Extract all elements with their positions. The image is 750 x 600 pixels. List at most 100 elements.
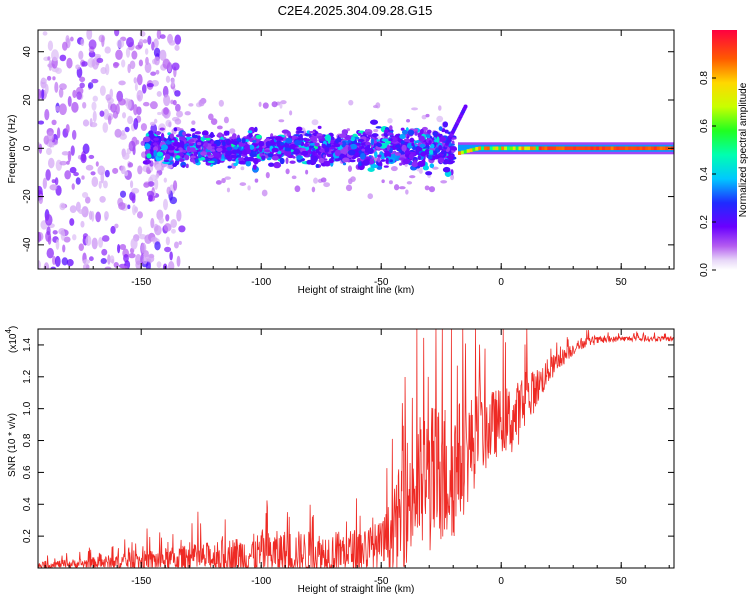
spectrogram-cell <box>82 143 90 155</box>
spectrogram-cell <box>340 148 348 155</box>
spectrogram-cell <box>348 99 354 106</box>
spectrogram-cell <box>252 151 257 155</box>
spectrogram-cell <box>55 239 60 250</box>
spectrogram-cell <box>56 127 61 139</box>
spectrogram-cell <box>389 136 398 143</box>
spectrogram-cell <box>99 196 106 203</box>
spectrogram-cell <box>98 236 104 248</box>
spectrogram-cell <box>333 143 341 148</box>
spectrogram-cell <box>159 34 166 39</box>
spectrogram-cell <box>117 243 121 254</box>
tone-cell <box>527 146 531 151</box>
spectrogram-cell <box>240 166 245 171</box>
spectrogram-cell <box>239 182 247 186</box>
spectrogram-cell <box>421 114 427 120</box>
spectrogram-cell <box>52 230 58 235</box>
spectrogram-cell <box>150 217 155 229</box>
spectrogram-cell <box>156 90 162 97</box>
spectrogram-cell <box>80 220 85 228</box>
spectrogram-cell <box>431 166 439 170</box>
spectrogram-cell <box>66 259 74 267</box>
spectrogram-x-tick-label: 50 <box>616 277 628 288</box>
spectrogram-cell <box>350 176 356 182</box>
spectrogram-cell <box>70 145 75 156</box>
spectrogram-cell <box>75 177 81 185</box>
spectrogram-cell <box>207 160 215 164</box>
spectrogram-cell <box>87 82 94 89</box>
spectrogram-cell <box>367 167 375 172</box>
spectrogram-cell <box>438 126 443 131</box>
snr-y-tick-label: 0.6 <box>22 465 33 479</box>
tone-cell <box>639 146 643 151</box>
tone-cell <box>535 146 539 151</box>
spectrogram-cell <box>118 98 126 106</box>
tone-cell <box>633 146 637 151</box>
spectrogram-cell <box>190 128 196 132</box>
spectrogram-x-tick-label: -100 <box>251 277 271 288</box>
spectrogram-cell <box>303 143 310 147</box>
spectrogram-cell <box>317 135 323 140</box>
spectrogram-cell <box>436 136 440 143</box>
colorbar-gradient <box>712 30 737 270</box>
spectrogram-cell <box>323 182 331 188</box>
spectrogram-cell <box>248 144 255 150</box>
spectrogram-cell <box>327 146 336 150</box>
spectrogram-cell <box>107 115 112 125</box>
spectrogram-cell <box>75 201 81 212</box>
tone-cell <box>578 146 583 151</box>
tone-cell <box>596 146 600 151</box>
spectrogram-cell <box>305 169 309 175</box>
spectrogram-cell <box>50 266 57 269</box>
snr-y-tick-label: 0.8 <box>22 433 33 447</box>
snr-x-ticks: -150 -100 -50 0 50 <box>44 329 670 587</box>
spectrogram-cell <box>357 138 365 143</box>
spectrogram-cell <box>409 175 416 179</box>
spectrogram-cell <box>190 155 196 159</box>
spectrogram-cell <box>238 146 242 150</box>
tone-cell <box>518 146 522 151</box>
spectrogram-cell <box>142 101 150 107</box>
spectrogram-cell <box>329 158 334 164</box>
spectrogram-cell <box>347 165 353 172</box>
spectrogram-cell <box>319 148 326 153</box>
spectrogram-cell <box>82 259 91 265</box>
spectrogram-cell <box>347 149 356 156</box>
spectrogram-cell <box>341 129 348 135</box>
spectrogram-cell <box>414 130 418 136</box>
spectrogram-cell <box>71 101 79 113</box>
spectrogram-cell <box>128 140 136 152</box>
spectrogram-cell <box>153 118 158 124</box>
spectrogram-cell <box>85 164 94 171</box>
spectrogram-cell <box>38 88 42 100</box>
snr-x-tick-label: 0 <box>498 576 504 587</box>
snr-y-tick-label: 1.4 <box>22 338 33 352</box>
spectrogram-cell <box>144 143 151 150</box>
spectrogram-cell <box>289 110 293 116</box>
spectrogram-cell <box>192 134 199 139</box>
tone-cell <box>619 146 623 151</box>
spectrogram-cell <box>88 39 97 50</box>
spectrogram-cell <box>61 257 69 266</box>
spectrogram-cell <box>376 154 382 158</box>
spectrogram-cell <box>273 161 282 169</box>
spectrogram-cell <box>304 132 312 137</box>
spectrogram-cell <box>155 69 160 75</box>
spectrogram-cell <box>344 134 352 141</box>
spectrogram-cell <box>285 168 290 175</box>
spectrogram-cell <box>289 143 297 149</box>
spectrogram-cell <box>179 140 185 148</box>
tone-cell <box>532 146 537 151</box>
tone-cell <box>547 146 551 151</box>
spectrogram-cell <box>158 217 164 224</box>
spectrogram-cell <box>51 49 59 62</box>
tone-cell <box>610 146 614 151</box>
spectrogram-cell <box>44 83 49 95</box>
spectrogram-cell <box>407 129 415 136</box>
tone-cell <box>541 146 545 151</box>
spectrogram-x-tick-label: 0 <box>498 277 504 288</box>
spectrogram-cell <box>438 157 445 163</box>
spectrogram-cell <box>133 117 139 130</box>
spectrogram-cell <box>306 159 312 165</box>
spectrogram-cell <box>144 48 149 55</box>
